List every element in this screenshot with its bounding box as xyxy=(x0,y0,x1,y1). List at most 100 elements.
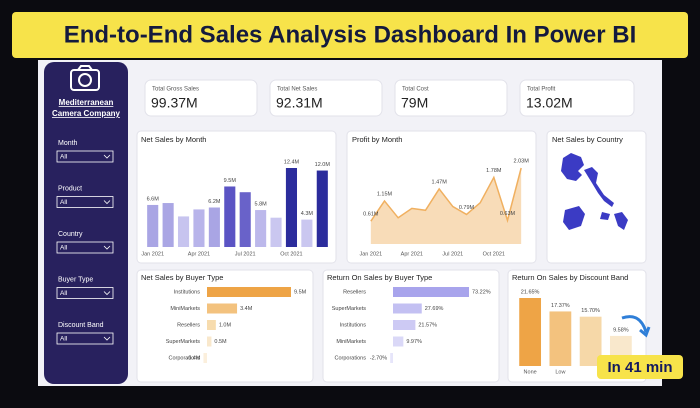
value-label: 9.5M xyxy=(294,289,307,295)
category-label: Resellers xyxy=(343,289,366,295)
category-label: MiniMarkets xyxy=(336,339,366,345)
value-label: 1.47M xyxy=(432,179,448,185)
value-label: 0.79M xyxy=(459,205,475,211)
filter-label: Month xyxy=(58,140,78,147)
bar xyxy=(519,298,542,366)
x-tick-label: Jul 2021 xyxy=(442,251,463,257)
value-label: 9.97% xyxy=(406,339,422,345)
kpi-value: 79M xyxy=(401,95,428,111)
dropdown-chevron xyxy=(103,154,111,159)
value-label: 4.3M xyxy=(301,211,314,217)
kpi-value: 13.02M xyxy=(526,95,573,111)
value-label: 9.5M xyxy=(224,178,237,184)
value-label: 12.0M xyxy=(315,162,331,168)
category-label: SuperMarkets xyxy=(332,306,366,312)
x-tick-label: Jan 2021 xyxy=(141,251,164,257)
kpi-value: 92.31M xyxy=(276,95,323,111)
chart-title: Net Sales by Country xyxy=(552,135,623,144)
x-tick-label: Jul 2021 xyxy=(235,251,256,257)
value-label: 9.58% xyxy=(613,327,629,333)
bar xyxy=(393,303,422,314)
filter-dropdown[interactable] xyxy=(56,150,114,163)
bar xyxy=(285,168,298,247)
category-label: Institutions xyxy=(174,289,201,295)
filter-dropdown[interactable] xyxy=(56,287,114,299)
bar xyxy=(255,210,267,247)
value-label: 21.57% xyxy=(418,322,437,328)
bar xyxy=(393,320,416,330)
filter-value: All xyxy=(60,245,68,252)
value-label: -2.70% xyxy=(370,355,388,361)
x-tick-label: Apr 2021 xyxy=(188,251,210,257)
filter-dropdown[interactable] xyxy=(56,332,114,345)
filter-value: All xyxy=(60,199,68,206)
x-tick-label: Low xyxy=(555,369,565,375)
value-label: 0.5M xyxy=(214,339,227,345)
bar xyxy=(207,336,212,347)
bar xyxy=(579,316,602,366)
bar xyxy=(270,217,282,247)
dropdown-chevron xyxy=(103,200,111,205)
bar xyxy=(549,311,572,366)
greece-shape xyxy=(614,212,628,230)
company-name: Camera Company xyxy=(52,109,121,118)
value-label: 0.63M xyxy=(500,211,516,217)
value-label: -0.4M xyxy=(186,355,200,361)
value-label: 1.78M xyxy=(486,168,502,174)
category-label: MiniMarkets xyxy=(170,306,200,312)
value-label: 17.37% xyxy=(551,303,570,309)
chart-title: Net Sales by Month xyxy=(141,135,206,144)
badge-arrow xyxy=(621,315,648,333)
filter-dropdown[interactable] xyxy=(56,241,114,254)
value-label: 6.6M xyxy=(147,196,160,202)
value-label: 15.70% xyxy=(581,308,600,314)
sicily-shape xyxy=(600,212,610,220)
kpi-value: 99.37M xyxy=(151,95,198,111)
bar xyxy=(207,287,291,297)
bar xyxy=(316,170,328,247)
x-tick-label: Oct 2021 xyxy=(280,251,302,257)
x-tick-label: Jan 2021 xyxy=(360,251,383,257)
category-label: SuperMarkets xyxy=(166,339,200,345)
banner-title: End-to-End Sales Analysis Dashboard In P… xyxy=(64,21,637,48)
chart-title: Return On Sales by Buyer Type xyxy=(327,273,432,282)
bar xyxy=(207,303,238,314)
bar xyxy=(177,216,190,247)
filter-value: All xyxy=(60,154,68,161)
chart-title: Net Sales by Buyer Type xyxy=(141,273,223,282)
banner-bg xyxy=(12,12,688,58)
filter-value: All xyxy=(60,336,68,343)
dropdown-chevron xyxy=(103,336,111,341)
spain-shape xyxy=(563,206,585,230)
kpi-label: Total Gross Sales xyxy=(152,87,199,93)
filter-label: Discount Band xyxy=(58,322,104,329)
value-label: 21.65% xyxy=(521,289,540,295)
france-shape xyxy=(561,153,584,181)
filter-dropdown[interactable] xyxy=(56,196,114,208)
bar xyxy=(162,203,174,247)
value-label: 27.69% xyxy=(425,306,444,312)
camera-icon xyxy=(70,65,100,91)
badge-bg xyxy=(597,355,683,379)
bar xyxy=(193,209,205,247)
value-label: 73.22% xyxy=(472,289,491,295)
category-label: Institutions xyxy=(340,322,367,328)
bar xyxy=(301,219,313,247)
italy-shape xyxy=(584,167,614,207)
kpi-label: Total Profit xyxy=(527,87,556,93)
area xyxy=(370,168,522,244)
bar xyxy=(390,353,393,363)
bar xyxy=(239,192,251,247)
value-label: 6.2M xyxy=(208,199,221,205)
bar xyxy=(208,207,220,247)
bar xyxy=(207,320,216,330)
value-label: 0.61M xyxy=(363,212,379,218)
chart-title: Return On Sales by Discount Band xyxy=(512,273,628,282)
category-label: Corporations xyxy=(335,355,367,361)
value-label: 2.03M xyxy=(514,158,530,164)
bar xyxy=(224,186,236,247)
badge-arrowhead xyxy=(639,326,651,338)
bar xyxy=(393,336,404,347)
dropdown-chevron xyxy=(103,245,111,250)
